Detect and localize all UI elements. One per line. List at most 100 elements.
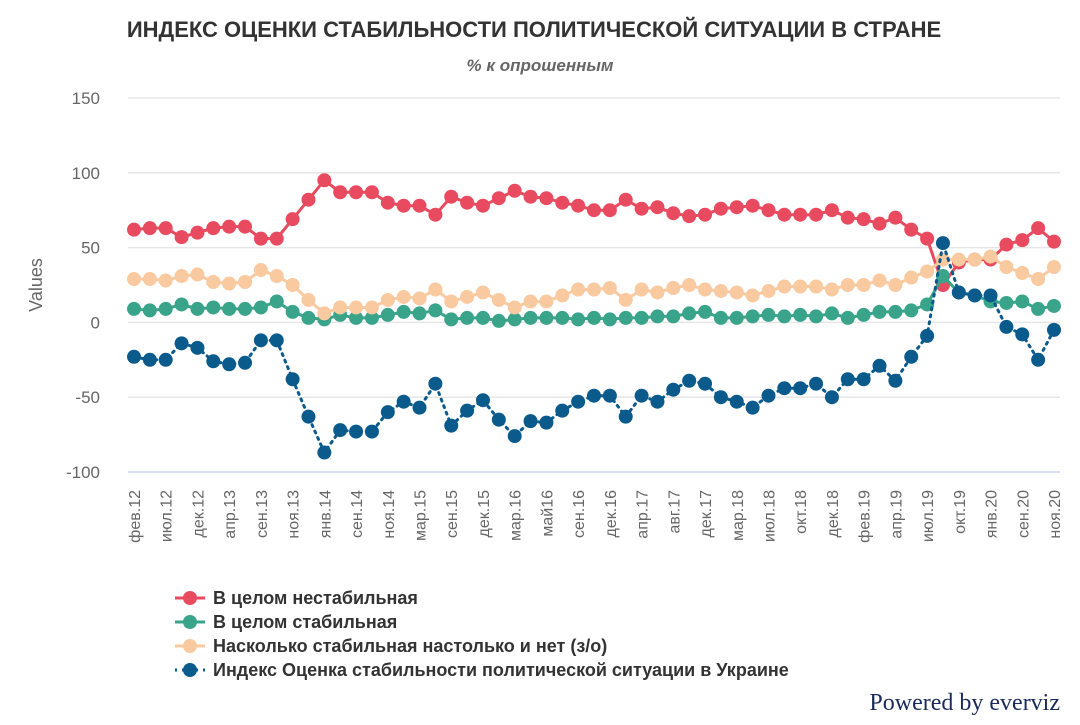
data-point — [539, 191, 554, 206]
data-point — [999, 237, 1014, 252]
data-point — [920, 264, 935, 279]
data-point — [809, 309, 824, 324]
data-point — [809, 279, 824, 294]
data-point — [1031, 352, 1046, 367]
data-point — [634, 388, 649, 403]
data-point — [856, 372, 871, 387]
data-point — [571, 198, 586, 213]
data-point — [523, 189, 538, 204]
x-tick-label: ноя.20 — [1047, 490, 1064, 539]
data-point — [682, 278, 697, 292]
x-tick-label: окт.19 — [952, 490, 969, 534]
data-point — [650, 200, 665, 215]
data-point — [285, 372, 300, 387]
data-point — [761, 203, 776, 218]
data-point — [444, 312, 459, 327]
x-tick-label: июл.12 — [159, 490, 176, 542]
data-point — [840, 210, 855, 225]
data-point — [269, 294, 284, 309]
data-point — [460, 310, 475, 325]
x-tick-label: дек.16 — [603, 490, 620, 538]
data-point — [523, 414, 538, 429]
data-point — [809, 207, 824, 222]
data-point — [618, 409, 633, 424]
data-point — [1031, 221, 1046, 236]
y-tick-label: -50 — [75, 388, 100, 407]
data-point — [571, 312, 586, 327]
data-point — [904, 270, 919, 285]
data-point — [412, 198, 427, 213]
data-point — [380, 307, 395, 322]
data-point — [904, 222, 919, 237]
data-point — [650, 394, 665, 409]
data-point — [475, 393, 490, 408]
data-point — [507, 183, 522, 198]
x-tick-label: мар.15 — [413, 490, 430, 541]
data-point — [856, 278, 871, 292]
data-point — [475, 198, 490, 213]
data-point — [317, 173, 332, 188]
data-point — [904, 349, 919, 364]
x-tick-label: сен.14 — [349, 490, 366, 538]
data-point — [951, 285, 966, 300]
data-point — [666, 382, 681, 397]
chart-subtitle: % к опрошенным — [467, 56, 614, 75]
data-point — [253, 231, 268, 246]
chart-title: ИНДЕКС ОЦЕНКИ СТАБИЛЬНОСТИ ПОЛИТИЧЕСКОЙ … — [127, 17, 941, 42]
data-point — [349, 300, 364, 315]
data-point — [777, 309, 792, 324]
legend-label: В целом нестабильная — [213, 588, 418, 608]
data-point — [475, 285, 490, 300]
y-tick-label: 100 — [72, 164, 100, 183]
data-point — [507, 300, 522, 315]
data-point — [396, 304, 411, 319]
data-point — [650, 309, 665, 324]
x-tick-label: дек.12 — [190, 490, 207, 538]
data-point — [935, 269, 950, 284]
data-point — [269, 333, 284, 348]
data-point — [444, 294, 459, 309]
data-point — [888, 278, 903, 292]
data-point — [539, 415, 554, 430]
data-point — [840, 310, 855, 325]
data-point — [428, 282, 443, 297]
data-point — [698, 376, 713, 391]
x-tick-label: июл.18 — [761, 490, 778, 542]
data-point — [587, 282, 601, 297]
data-point — [380, 292, 395, 307]
data-point — [682, 373, 697, 388]
data-point — [777, 381, 792, 396]
data-point — [301, 192, 316, 207]
data-point — [364, 300, 379, 315]
data-point — [460, 289, 475, 304]
data-point — [777, 279, 792, 294]
data-point — [634, 201, 649, 216]
data-point — [745, 198, 760, 213]
data-point — [190, 225, 205, 240]
data-point — [491, 313, 506, 328]
data-point — [713, 390, 728, 405]
x-tick-label: сен.16 — [571, 490, 588, 538]
data-point — [999, 319, 1014, 334]
data-point — [1047, 234, 1061, 249]
data-point — [174, 230, 189, 245]
data-point — [983, 288, 998, 303]
data-point — [999, 295, 1014, 310]
data-point — [666, 206, 681, 221]
data-point — [967, 252, 982, 267]
data-point — [364, 185, 379, 200]
data-point — [824, 203, 839, 218]
data-point — [1047, 298, 1061, 313]
data-point — [206, 300, 221, 315]
x-tick-label: дек.15 — [476, 490, 493, 538]
data-point — [555, 195, 570, 210]
x-tick-label: май16 — [539, 490, 556, 537]
data-point — [824, 390, 839, 405]
data-point — [571, 394, 586, 409]
data-point — [333, 423, 348, 438]
data-point — [920, 231, 935, 246]
data-point — [793, 279, 808, 294]
data-point — [285, 278, 300, 292]
y-axis-label: Values — [26, 258, 46, 312]
data-point — [491, 412, 506, 427]
